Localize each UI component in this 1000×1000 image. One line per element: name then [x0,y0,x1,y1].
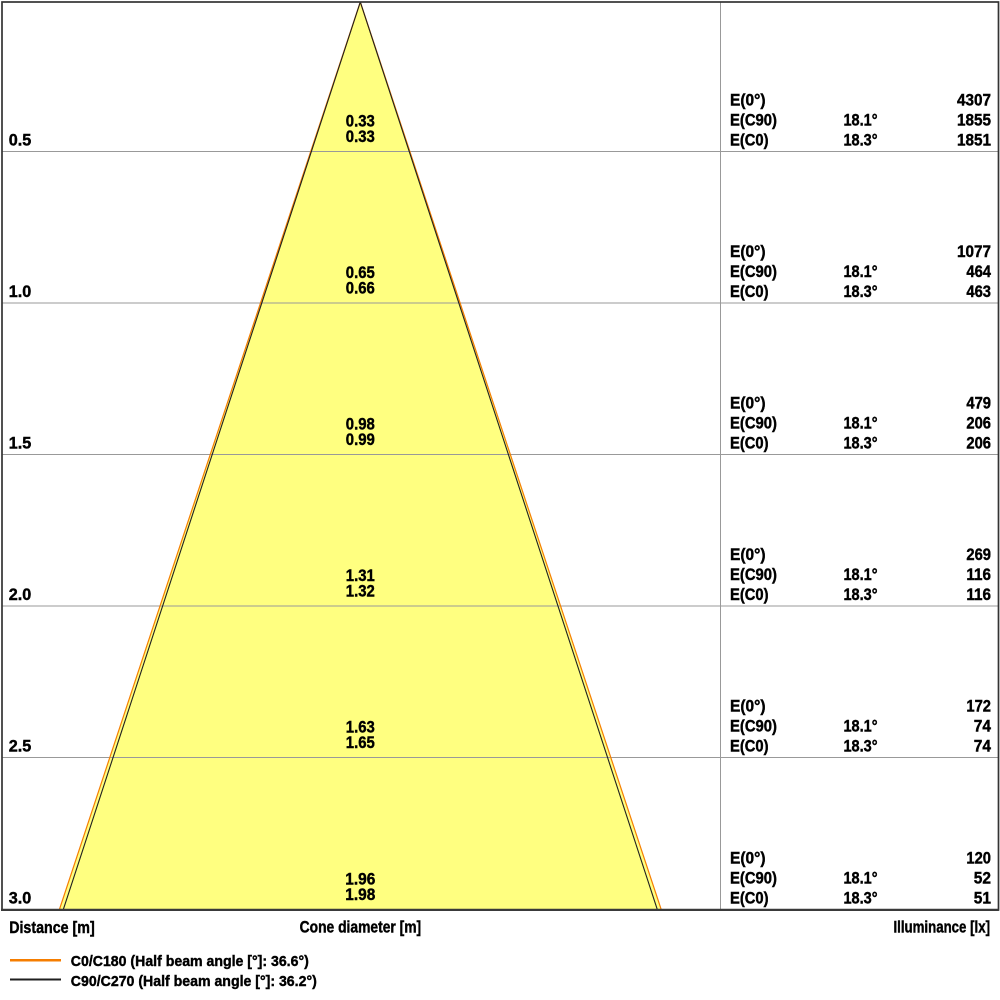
svg-text:18.3°: 18.3° [844,586,878,604]
svg-text:0.65: 0.65 [346,264,375,282]
svg-text:18.1°: 18.1° [844,870,878,888]
svg-text:E(0°): E(0°) [730,850,766,868]
svg-text:E(0°): E(0°) [730,546,766,564]
svg-text:1851: 1851 [957,132,991,150]
svg-text:116: 116 [966,586,991,604]
svg-text:51: 51 [974,890,991,908]
svg-text:1.5: 1.5 [9,434,32,453]
svg-text:C0/C180 (Half beam angle [°]:: C0/C180 (Half beam angle [°]: 36.6°) [71,953,309,970]
svg-text:74: 74 [974,718,992,736]
svg-text:269: 269 [966,546,991,564]
svg-text:172: 172 [966,698,991,716]
svg-text:1.96: 1.96 [345,871,375,889]
svg-text:1077: 1077 [957,243,991,261]
svg-text:Distance [m]: Distance [m] [9,919,95,937]
svg-text:E(C0): E(C0) [730,435,769,453]
svg-text:18.1°: 18.1° [844,718,878,736]
svg-text:120: 120 [966,850,991,868]
svg-text:2.0: 2.0 [9,585,32,604]
svg-text:463: 463 [966,283,991,301]
svg-text:E(C90): E(C90) [730,415,777,433]
svg-text:C90/C270 (Half beam angle [°]:: C90/C270 (Half beam angle [°]: 36.2°) [71,973,317,990]
svg-text:E(0°): E(0°) [730,92,766,110]
svg-text:18.3°: 18.3° [844,435,878,453]
svg-text:18.3°: 18.3° [844,132,878,150]
svg-text:E(C90): E(C90) [730,870,777,888]
svg-text:18.1°: 18.1° [844,112,878,130]
svg-text:18.1°: 18.1° [844,415,878,433]
svg-text:206: 206 [966,435,991,453]
svg-text:1.0: 1.0 [9,282,32,301]
svg-text:18.1°: 18.1° [844,263,878,281]
svg-text:18.3°: 18.3° [844,738,878,756]
svg-text:E(C90): E(C90) [730,718,777,736]
svg-text:1.63: 1.63 [346,719,375,737]
svg-text:0.5: 0.5 [9,131,32,150]
svg-text:E(C0): E(C0) [730,132,769,150]
svg-text:4307: 4307 [957,92,991,110]
svg-text:0.33: 0.33 [346,113,375,131]
svg-text:464: 464 [966,263,991,281]
svg-text:0.33: 0.33 [346,128,375,146]
svg-text:479: 479 [966,395,991,413]
svg-text:E(C0): E(C0) [730,283,769,301]
svg-text:18.1°: 18.1° [844,566,878,584]
svg-text:E(C0): E(C0) [730,890,769,908]
svg-text:E(C90): E(C90) [730,112,777,130]
svg-text:74: 74 [974,738,992,756]
svg-text:1.98: 1.98 [345,886,375,904]
svg-text:52: 52 [974,870,991,888]
svg-text:206: 206 [966,415,991,433]
svg-text:Cone diameter [m]: Cone diameter [m] [300,919,422,937]
svg-text:E(0°): E(0°) [730,395,766,413]
svg-text:116: 116 [966,566,991,584]
svg-text:Illuminance [lx]: Illuminance [lx] [894,919,991,937]
svg-text:0.98: 0.98 [346,416,375,434]
svg-text:E(C0): E(C0) [730,738,769,756]
svg-text:3.0: 3.0 [9,889,32,908]
svg-text:E(0°): E(0°) [730,698,766,716]
svg-text:E(C90): E(C90) [730,263,777,281]
svg-text:18.3°: 18.3° [844,283,878,301]
svg-text:E(C0): E(C0) [730,586,769,604]
svg-text:E(0°): E(0°) [730,243,766,261]
svg-text:1.31: 1.31 [346,567,375,585]
svg-text:E(C90): E(C90) [730,566,777,584]
svg-text:0.66: 0.66 [346,280,375,298]
svg-text:1.65: 1.65 [346,734,375,752]
svg-text:0.99: 0.99 [346,431,375,449]
svg-text:2.5: 2.5 [9,737,32,756]
svg-text:1.32: 1.32 [346,583,375,601]
svg-text:1855: 1855 [957,112,991,130]
svg-text:18.3°: 18.3° [844,890,878,908]
